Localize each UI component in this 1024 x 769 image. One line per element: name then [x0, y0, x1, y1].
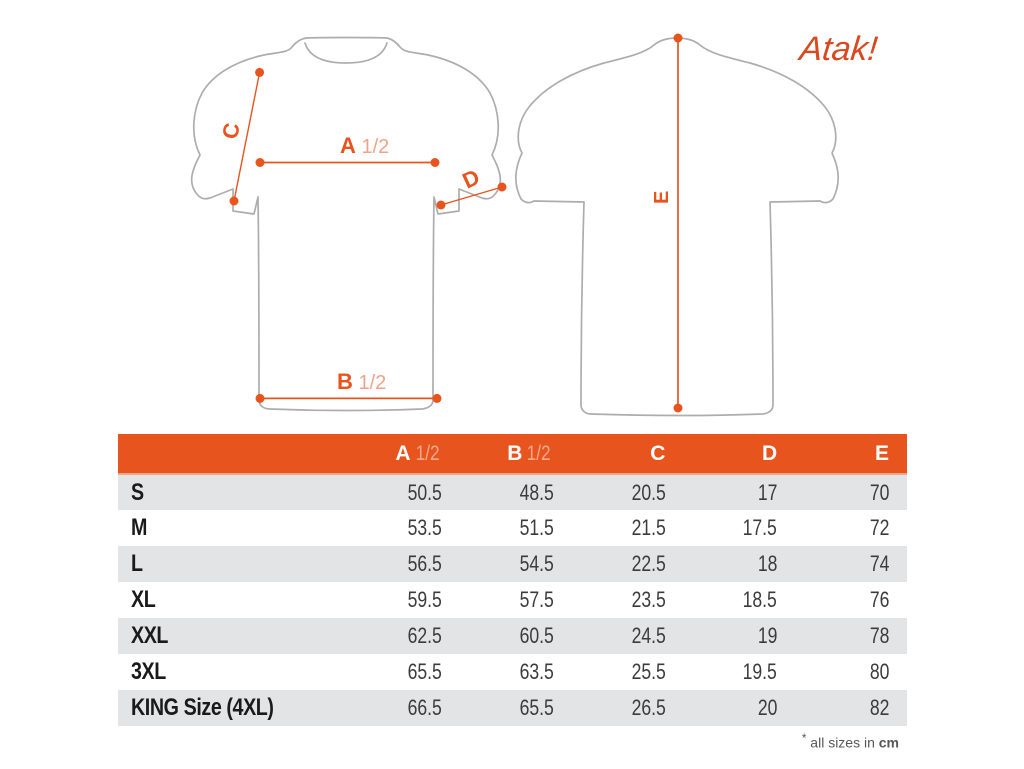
- svg-text:Atak!: Atak!: [796, 30, 880, 68]
- svg-text:B 1/2: B 1/2: [337, 369, 386, 394]
- svg-text:A 1/2: A 1/2: [340, 133, 389, 158]
- svg-text:E: E: [651, 191, 673, 204]
